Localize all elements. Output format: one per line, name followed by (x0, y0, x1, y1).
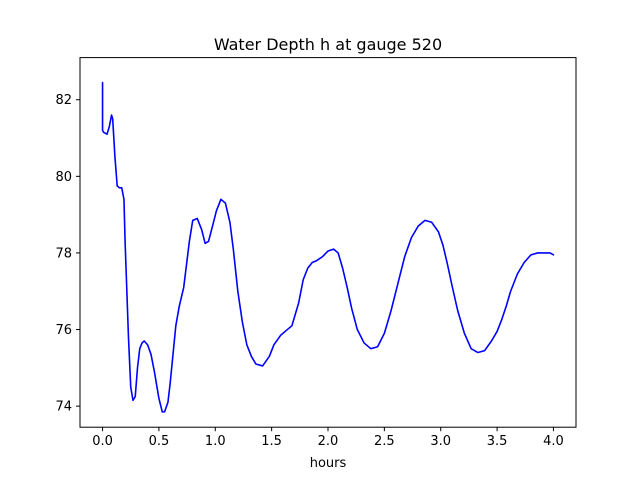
x-tick-label: 0.5 (149, 434, 170, 449)
y-tick-label: 80 (55, 170, 72, 185)
axis-ticks: 0.0 0.5 1.0 1.5 2.0 2.5 3.0 3.5 4.0 74 76 78 80 82 (55, 93, 563, 449)
chart-title: Water Depth h at gauge 520 (214, 35, 442, 54)
y-tick-label: 76 (55, 323, 72, 338)
plot-area (101, 81, 555, 413)
x-tick-label: 1.0 (205, 434, 226, 449)
x-tick-label: 3.5 (487, 434, 508, 449)
y-tick-label: 82 (55, 93, 72, 108)
series-line-0 (101, 81, 555, 413)
x-tick-label: 2.5 (374, 434, 395, 449)
x-axis-label: hours (310, 456, 347, 471)
x-tick-label: 4.0 (543, 434, 564, 449)
x-tick-label: 2.0 (318, 434, 339, 449)
x-tick-label: 1.5 (261, 434, 282, 449)
y-tick-label: 74 (55, 400, 72, 415)
x-tick-label: 3.0 (430, 434, 451, 449)
axes-frame (79, 57, 577, 428)
x-tick-label: 0.0 (92, 434, 113, 449)
y-tick-label: 78 (55, 246, 72, 261)
